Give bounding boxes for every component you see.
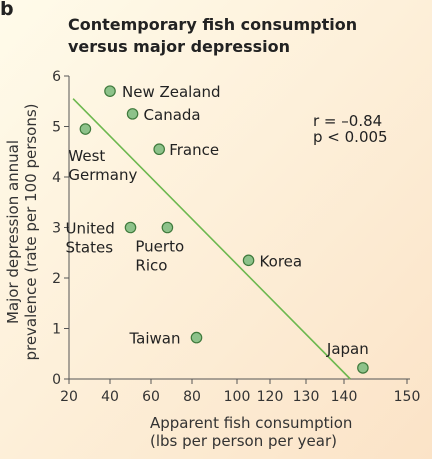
data-point — [126, 108, 139, 120]
chart-title-line-2: versus major depression — [68, 37, 290, 56]
correlation-annotation: r = –0.84 — [313, 112, 382, 130]
trendline — [72, 98, 351, 380]
y-axis-title-line-2: prevalence (rate per 100 persons) — [22, 103, 40, 360]
x-tick-label: 80 — [183, 389, 201, 405]
point-label: Korea — [260, 252, 303, 270]
data-points — [79, 85, 369, 374]
data-point — [357, 362, 369, 374]
y-tick-label: 0 — [52, 372, 61, 388]
x-axis-title-line-1: Apparent fish consumption — [150, 414, 352, 432]
y-tick-label: 3 — [52, 221, 61, 237]
data-point — [79, 123, 92, 135]
y-tick-label: 6 — [52, 69, 61, 85]
panel-label: b — [0, 0, 14, 20]
point-label: States — [66, 239, 114, 257]
y-tick-label: 2 — [52, 271, 61, 287]
p-value-annotation: p < 0.005 — [313, 128, 388, 146]
y-tick-label: 4 — [52, 170, 61, 186]
x-tick-label: 150 — [394, 389, 421, 405]
point-label: Taiwan — [129, 330, 181, 348]
point-label: Germany — [68, 166, 137, 184]
x-tick-label: 40 — [101, 389, 119, 405]
data-point — [161, 221, 174, 234]
x-axis-title-line-2: (lbs per person per year) — [150, 432, 337, 450]
data-point — [242, 254, 255, 267]
data-point — [104, 85, 116, 97]
data-point — [124, 221, 137, 234]
x-tick-label: 20 — [60, 389, 78, 405]
point-label: United — [66, 220, 115, 238]
point-label: France — [169, 141, 219, 159]
x-tick-label: 120 — [257, 389, 284, 405]
tick-marks: 0 1 2 3 4 5 6 20 40 60 80 100 120 130 140 150 — [52, 69, 420, 405]
chart-title-line-1: Contemporary fish consumption — [68, 15, 357, 34]
x-tick-label: 140 — [331, 389, 358, 405]
point-label: New Zealand — [122, 83, 221, 101]
trendline-group — [72, 98, 351, 380]
point-label: Rico — [135, 257, 167, 275]
point-label: West — [68, 147, 105, 165]
point-label: Japan — [326, 340, 369, 358]
x-tick-label: 60 — [142, 389, 160, 405]
x-tick-label: 100 — [224, 389, 251, 405]
y-tick-label: 1 — [52, 322, 61, 338]
data-point — [190, 331, 203, 344]
data-point — [153, 143, 165, 156]
point-label: Canada — [144, 106, 201, 124]
y-tick-label: 5 — [52, 120, 61, 136]
point-label: Puerto — [135, 238, 184, 256]
y-axis-title-line-1: Major depression annual — [4, 140, 22, 324]
x-tick-label: 130 — [293, 389, 320, 405]
